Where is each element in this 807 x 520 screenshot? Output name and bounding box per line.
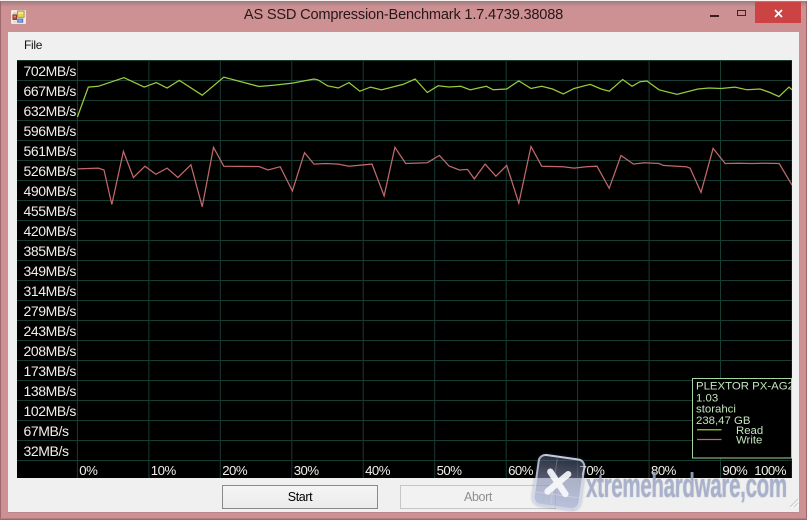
svg-text:10%: 10% (151, 463, 177, 478)
svg-text:90%: 90% (722, 463, 748, 478)
svg-text:208MB/s: 208MB/s (24, 343, 77, 359)
svg-text:702MB/s: 702MB/s (24, 63, 77, 79)
svg-text:420MB/s: 420MB/s (24, 223, 77, 239)
svg-text:490MB/s: 490MB/s (24, 183, 77, 199)
svg-text:1.03: 1.03 (696, 393, 718, 405)
svg-text:238,47 GB: 238,47 GB (696, 415, 750, 427)
svg-text:455MB/s: 455MB/s (24, 203, 77, 219)
svg-text:314MB/s: 314MB/s (24, 283, 77, 299)
svg-text:Write: Write (736, 435, 762, 447)
svg-text:Read: Read (736, 425, 763, 437)
svg-text:20%: 20% (222, 463, 248, 478)
svg-text:632MB/s: 632MB/s (24, 103, 77, 119)
svg-text:596MB/s: 596MB/s (24, 123, 77, 139)
svg-text:173MB/s: 173MB/s (24, 363, 77, 379)
svg-text:100%: 100% (754, 463, 787, 478)
svg-text:102MB/s: 102MB/s (24, 403, 77, 419)
svg-text:279MB/s: 279MB/s (24, 303, 77, 319)
svg-text:138MB/s: 138MB/s (24, 383, 77, 399)
svg-text:667MB/s: 667MB/s (24, 83, 77, 99)
svg-text:243MB/s: 243MB/s (24, 323, 77, 339)
svg-text:50%: 50% (437, 463, 463, 478)
svg-text:526MB/s: 526MB/s (24, 163, 77, 179)
svg-text:80%: 80% (651, 463, 677, 478)
svg-text:349MB/s: 349MB/s (24, 263, 77, 279)
svg-text:storahci: storahci (696, 404, 736, 416)
svg-text:60%: 60% (508, 463, 534, 478)
svg-text:0%: 0% (79, 463, 98, 478)
svg-text:30%: 30% (294, 463, 320, 478)
svg-text:70%: 70% (580, 463, 606, 478)
svg-text:40%: 40% (365, 463, 391, 478)
svg-text:561MB/s: 561MB/s (24, 143, 77, 159)
svg-text:385MB/s: 385MB/s (24, 243, 77, 259)
svg-text:PLEXTOR PX-AG256M: PLEXTOR PX-AG256M (696, 381, 792, 393)
svg-text:67MB/s: 67MB/s (24, 423, 69, 439)
svg-text:32MB/s: 32MB/s (24, 443, 69, 459)
